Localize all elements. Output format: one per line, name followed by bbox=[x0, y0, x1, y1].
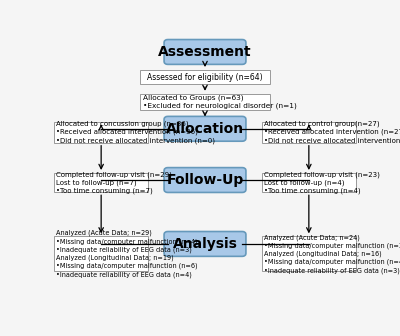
Text: Analysis: Analysis bbox=[172, 237, 238, 251]
Text: Completed follow-up visit (n=23)
Lost to follow-up (n=4)
•Too time consuming (n=: Completed follow-up visit (n=23) Lost to… bbox=[264, 171, 380, 194]
Text: Allocated to concussion group (n=36)
•Received allocated intervention (n=36)
•Di: Allocated to concussion group (n=36) •Re… bbox=[56, 121, 215, 144]
FancyBboxPatch shape bbox=[140, 94, 270, 110]
Text: Follow-Up: Follow-Up bbox=[166, 173, 244, 187]
Text: Completed follow-up visit (n=29)
Lost to follow-up (n=7)
•Too time consuming (n=: Completed follow-up visit (n=29) Lost to… bbox=[56, 171, 172, 194]
Text: Allocated to Groups (n=63)
•Excluded for neurological disorder (n=1): Allocated to Groups (n=63) •Excluded for… bbox=[143, 94, 297, 109]
FancyBboxPatch shape bbox=[262, 173, 356, 192]
FancyBboxPatch shape bbox=[54, 236, 148, 271]
Text: Allocated to control group(n=27)
•Received allocated intervention (n=27)
•Did no: Allocated to control group(n=27) •Receiv… bbox=[264, 121, 400, 144]
FancyBboxPatch shape bbox=[164, 116, 246, 141]
Text: Assessed for eligibility (n=64): Assessed for eligibility (n=64) bbox=[147, 73, 263, 82]
FancyBboxPatch shape bbox=[140, 70, 270, 84]
Text: Assessment: Assessment bbox=[158, 45, 252, 59]
Text: Analyzed (Acute Data; n=29)
•Missing data/computer malfunction (n=4)
•Inadequate: Analyzed (Acute Data; n=29) •Missing dat… bbox=[56, 230, 198, 278]
FancyBboxPatch shape bbox=[262, 236, 356, 271]
FancyBboxPatch shape bbox=[164, 232, 246, 256]
Text: Analyzed (Acute Data; n=24)
•Missing data/computer malfunction (n=3)
Analyzed (L: Analyzed (Acute Data; n=24) •Missing dat… bbox=[264, 234, 400, 274]
FancyBboxPatch shape bbox=[54, 173, 148, 192]
Text: Allocation: Allocation bbox=[166, 122, 244, 136]
FancyBboxPatch shape bbox=[164, 40, 246, 65]
FancyBboxPatch shape bbox=[54, 122, 148, 143]
FancyBboxPatch shape bbox=[164, 168, 246, 193]
FancyBboxPatch shape bbox=[262, 122, 356, 143]
